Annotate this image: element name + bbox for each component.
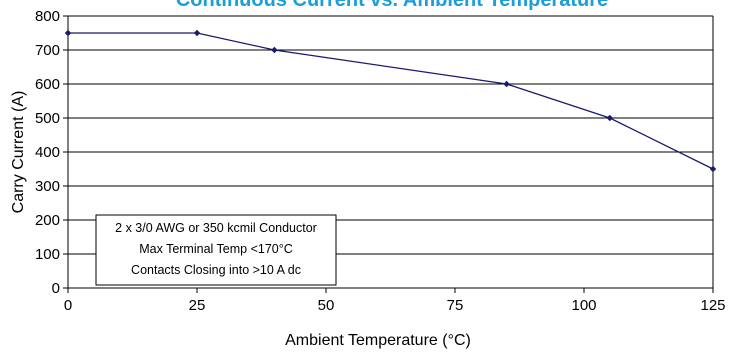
chart-title: Continuous Current vs. Ambient Temperatu… <box>176 0 608 11</box>
x-tick-label: 25 <box>189 297 206 314</box>
data-point <box>503 80 510 88</box>
x-tick-label: 0 <box>64 297 72 314</box>
x-tick-labels: 0 25 50 75 100 125 <box>64 297 726 314</box>
y-tick-label: 700 <box>35 42 60 59</box>
y-tick-label: 300 <box>35 178 60 195</box>
series <box>64 29 717 173</box>
x-tick-label: 50 <box>318 297 335 314</box>
x-axis-label: Ambient Temperature (°C) <box>285 332 471 349</box>
y-tick-label: 100 <box>35 246 60 263</box>
data-point <box>193 29 201 37</box>
data-point <box>709 165 717 173</box>
y-tick-label: 400 <box>35 144 60 161</box>
x-tick-label: 100 <box>571 297 596 314</box>
y-tick-labels: 0 100 200 300 400 500 600 700 800 <box>35 8 60 297</box>
series-line <box>68 32 714 170</box>
annotation-line-2: Max Terminal Temp <170°C <box>139 242 293 256</box>
y-tick-label: 600 <box>35 76 60 93</box>
data-point <box>606 114 613 122</box>
y-tick-label: 0 <box>52 280 60 297</box>
data-point <box>271 46 278 54</box>
annotation-line-1: 2 x 3/0 AWG or 350 kcmil Conductor <box>115 221 317 235</box>
y-tick-label: 800 <box>35 8 60 25</box>
y-tick-label: 200 <box>35 212 60 229</box>
data-point <box>64 29 72 37</box>
annotation-box: 2 x 3/0 AWG or 350 kcmil Conductor Max T… <box>95 214 337 286</box>
annotation-line-3: Contacts Closing into >10 A dc <box>131 263 301 277</box>
y-tick-label: 500 <box>35 110 60 127</box>
y-axis-label: Carry Current (A) <box>10 91 27 214</box>
x-tick-label: 75 <box>447 297 464 314</box>
x-tick-label: 125 <box>700 297 725 314</box>
